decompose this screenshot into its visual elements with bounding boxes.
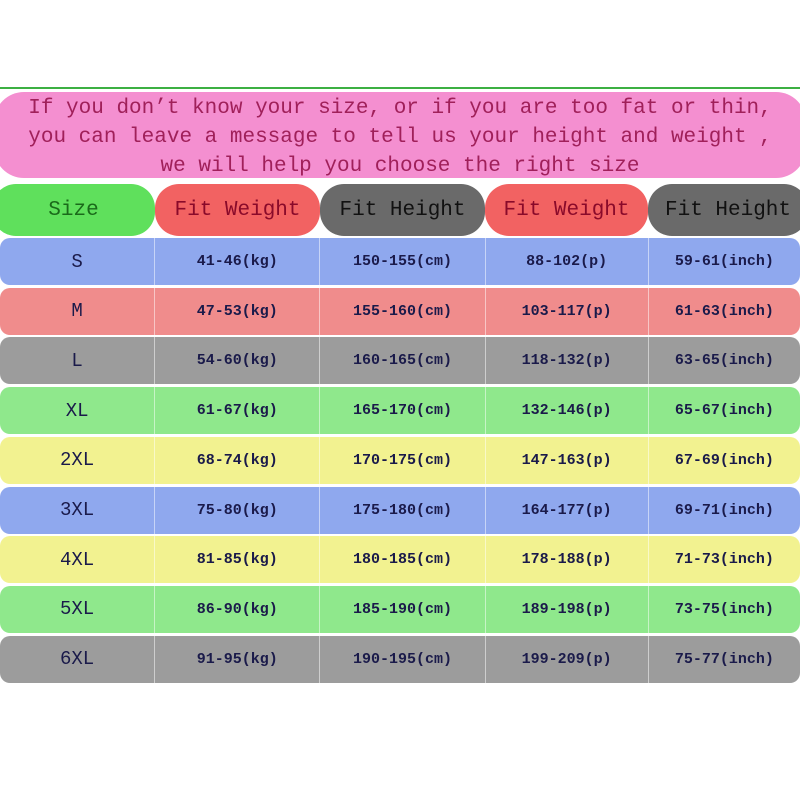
size-cell: 4XL [0, 536, 156, 584]
value-cell: 175-180(cm) [320, 486, 486, 534]
note-line: you can leave a message to tell us your … [28, 126, 772, 149]
value-cell: 65-67(inch) [674, 402, 774, 420]
size-cell: XL [0, 387, 156, 435]
value-cell: 73-75(inch) [674, 600, 774, 618]
value-cell: 155-160(cm) [320, 287, 486, 335]
divider-line [0, 87, 800, 89]
size-cell: 3XL [0, 486, 156, 534]
value-cell: 178-188(p) [486, 536, 649, 584]
size-cell: S [0, 238, 156, 285]
value-cell: 75-80(kg) [155, 486, 321, 534]
value-cell: 69-71(inch) [674, 501, 774, 519]
value-cell: 71-73(inch) [674, 551, 774, 569]
note-line: we will help you choose the right size [160, 155, 640, 178]
header-cell: Size [0, 184, 155, 236]
value-cell: 54-60(kg) [155, 337, 321, 385]
value-cell: 160-165(cm) [320, 337, 486, 385]
value-cell: 164-177(p) [486, 486, 649, 534]
note-line: If you don’t know your size, or if you a… [28, 97, 772, 120]
table-row: S 41-46(kg) 150-155(cm) 88-102(p) 59-61(inch… [0, 238, 800, 285]
table-row: 5XL 86-90(kg) 185-190(cm) 189-198(p) 73-75(i… [0, 585, 800, 633]
value-cell: 199-209(p) [486, 635, 649, 683]
value-cell: 132-146(p) [486, 387, 649, 435]
value-cell: 103-117(p) [486, 287, 649, 335]
size-cell: 5XL [0, 585, 156, 633]
value-cell: 150-155(cm) [320, 238, 486, 285]
table-row: 3XL 75-80(kg) 175-180(cm) 164-177(p) 69-71(i… [0, 486, 800, 534]
table-row: 6XL 91-95(kg) 190-195(cm) 199-209(p) 75-77(i… [0, 635, 800, 683]
header-cell: Fit Weight [155, 184, 320, 236]
value-cell: 59-61(inch) [674, 253, 774, 270]
value-cell: 81-85(kg) [155, 536, 321, 584]
size-cell: 2XL [0, 436, 156, 484]
value-cell: 61-67(kg) [155, 387, 321, 435]
header-cell: Fit Weight [485, 184, 648, 236]
header-cell: Fit Height [648, 184, 800, 236]
value-cell: 190-195(cm) [320, 635, 486, 683]
value-cell: 91-95(kg) [155, 635, 321, 683]
header-cell: Fit Height [320, 184, 485, 236]
value-cell: 68-74(kg) [155, 436, 321, 484]
size-cell: M [0, 287, 156, 335]
size-cell: L [0, 337, 156, 385]
value-cell: 170-175(cm) [320, 436, 486, 484]
value-cell: 165-170(cm) [320, 387, 486, 435]
size-cell: 6XL [0, 635, 156, 683]
table-row: 2XL 68-74(kg) 170-175(cm) 147-163(p) 67-69(i… [0, 436, 800, 484]
value-cell: 118-132(p) [486, 337, 649, 385]
value-cell: 47-53(kg) [155, 287, 321, 335]
value-cell: 63-65(inch) [674, 352, 774, 370]
value-cell: 75-77(inch) [674, 650, 774, 668]
value-cell: 180-185(cm) [320, 536, 486, 584]
value-cell: 147-163(p) [486, 436, 649, 484]
value-cell: 61-63(inch) [674, 302, 774, 320]
value-cell: 189-198(p) [486, 585, 649, 633]
value-cell: 86-90(kg) [155, 585, 321, 633]
table-row: L 54-60(kg) 160-165(cm) 118-132(p) 63-65(inc… [0, 337, 800, 385]
value-cell: 41-46(kg) [155, 238, 321, 285]
size-help-note: If you don’t know your size, or if you a… [0, 92, 800, 178]
table-row: M 47-53(kg) 155-160(cm) 103-117(p) 61-63(inc… [0, 287, 800, 335]
value-cell: 67-69(inch) [674, 451, 774, 469]
table-row: 4XL 81-85(kg) 180-185(cm) 178-188(p) 71-73(i… [0, 536, 800, 584]
value-cell: 88-102(p) [486, 238, 649, 285]
value-cell: 185-190(cm) [320, 585, 486, 633]
table-row: XL 61-67(kg) 165-170(cm) 132-146(p) 65-67(in… [0, 387, 800, 435]
